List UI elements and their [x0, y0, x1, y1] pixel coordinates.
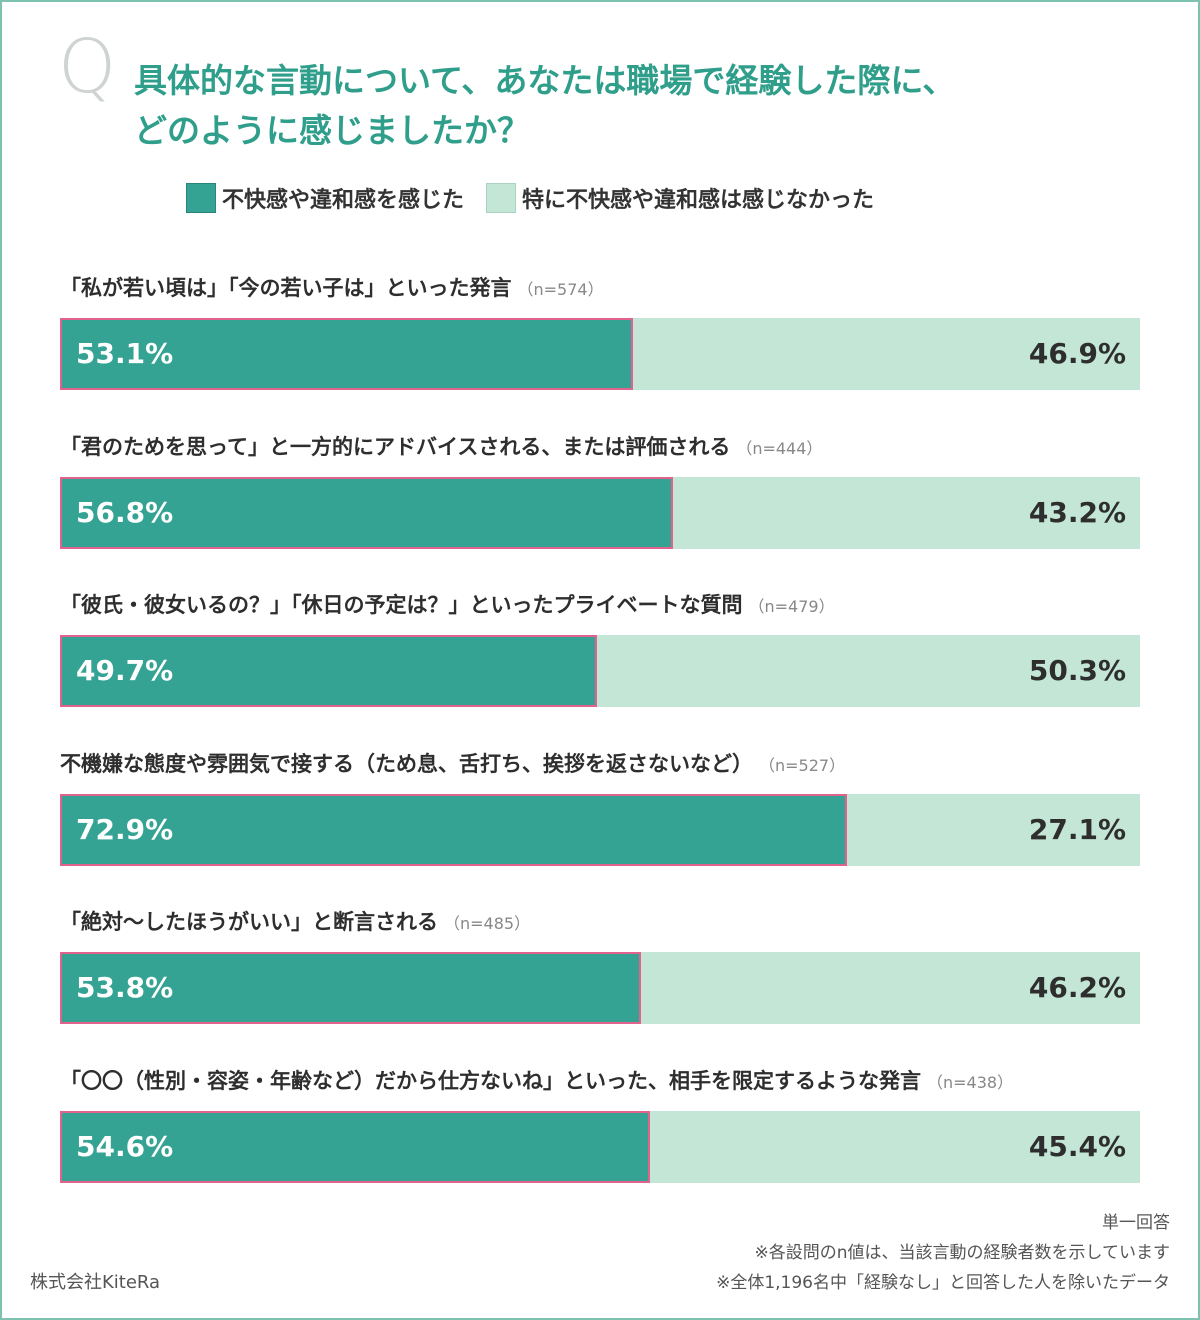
bar-segment-not-felt: 49.7% 50.3% [60, 635, 1140, 707]
value-label-not-felt: 50.3% [1028, 654, 1126, 687]
bar-segment-felt [60, 318, 634, 390]
value-label-felt: 49.7% [76, 654, 174, 687]
note-excluded: ※全体1,196名中「経験なし」と回答した人を除いたデータ [716, 1273, 1170, 1293]
bar-segment-not-felt: 72.9% 27.1% [60, 793, 1140, 866]
bar-segment-not-felt: 54.6% 45.4% [60, 1110, 1140, 1183]
row-n-value: （n=479） [748, 597, 835, 616]
value-label-not-felt: 46.2% [1028, 971, 1126, 1004]
row-label: 「〇〇（性別・容姿・年齢など）だから仕方ないね」といった、相手を限定するような発… [60, 1061, 1140, 1095]
row-n-value: （n=485） [444, 914, 531, 933]
row-label: 「絶対〜したほうがいい」と断言される （n=485） [60, 902, 1140, 936]
bar-row: 「君のためを思って」と一方的にアドバイスされる、または評価される （n=444） 5… [60, 427, 1140, 549]
row-label-text: 不機嫌な態度や雰囲気で接する（ため息、舌打ち、挨拶を返さないなど） [60, 751, 753, 776]
bar-segment-felt [60, 476, 674, 549]
legend-label-felt: 不快感や違和感を感じた [222, 188, 465, 213]
value-label-not-felt: 46.9% [1028, 337, 1126, 370]
value-label-felt: 53.8% [76, 971, 174, 1004]
row-n-value: （n=574） [517, 280, 604, 299]
bar-segment-felt [60, 1110, 650, 1183]
row-label: 「君のためを思って」と一方的にアドバイスされる、または評価される （n=444） [60, 427, 1140, 461]
bar-row: 不機嫌な態度や雰囲気で接する（ため息、舌打ち、挨拶を返さないなど） （n=527）… [60, 744, 1140, 866]
row-label-text: 「君のためを思って」と一方的にアドバイスされる、または評価される [60, 434, 731, 459]
question-mark-icon: Q [58, 24, 117, 110]
value-label-felt: 53.1% [76, 337, 174, 370]
bar-row: 「絶対〜したほうがいい」と断言される （n=485） 53.8% 46.2% [60, 902, 1140, 1024]
company-name: 株式会社KiteRa [30, 1272, 161, 1293]
row-n-value: （n=527） [759, 755, 846, 775]
bar-segment-not-felt: 56.8% 43.2% [60, 476, 1140, 549]
bar-segment-not-felt: 53.1% 46.9% [60, 318, 1140, 390]
bar-row: 「私が若い頃は」「今の若い子は」といった発言 （n=574） 53.1% 46.9% [60, 268, 1140, 390]
bar-segment-not-felt: 53.8% 46.2% [60, 952, 1140, 1024]
value-label-not-felt: 27.1% [1028, 812, 1126, 846]
row-label: 「私が若い頃は」「今の若い子は」といった発言 （n=574） [60, 268, 1140, 302]
row-label-text: 「絶対〜したほうがいい」と断言される [60, 910, 438, 934]
value-label-felt: 56.8% [76, 495, 174, 529]
row-label: 「彼氏・彼女いるの？」「休日の予定は？」といったプライベートな質問 （n=479） [60, 585, 1140, 619]
row-n-value: （n=444） [736, 438, 823, 458]
bar-row: 「彼氏・彼女いるの？」「休日の予定は？」といったプライベートな質問 （n=479）… [60, 585, 1140, 707]
note-single-answer: 単一回答 [1102, 1213, 1170, 1233]
legend: 不快感や違和感を感じた 特に不快感や違和感は感じなかった [186, 178, 896, 218]
row-label-text: 「彼氏・彼女いるの？」「休日の予定は？」といったプライベートな質問 [60, 593, 743, 617]
legend-item-not-felt: 特に不快感や違和感は感じなかった [486, 182, 874, 214]
legend-item-felt: 不快感や違和感を感じた [186, 182, 464, 214]
value-label-felt: 54.6% [76, 1129, 174, 1163]
question-title: 具体的な言動について、あなたは職場で経験した際に、 どのように感じましたか？ [134, 61, 956, 150]
row-n-value: （n=438） [927, 1072, 1014, 1092]
legend-swatch-not-felt [486, 183, 517, 213]
bar-segment-felt [60, 952, 642, 1024]
value-label-not-felt: 43.2% [1028, 495, 1126, 529]
row-label-text: 「私が若い頃は」「今の若い子は」といった発言 [60, 276, 512, 300]
bar-row: 「〇〇（性別・容姿・年齢など）だから仕方ないね」といった、相手を限定するような発… [60, 1061, 1140, 1183]
value-label-not-felt: 45.4% [1028, 1129, 1126, 1163]
row-label: 不機嫌な態度や雰囲気で接する（ため息、舌打ち、挨拶を返さないなど） （n=527） [60, 744, 1140, 778]
bar-segment-felt [60, 635, 597, 707]
bar-segment-felt [60, 793, 848, 866]
legend-label-not-felt: 特に不快感や違和感は感じなかった [522, 188, 875, 213]
note-n-value: ※各設問のn値は、当該言動の経験者数を示しています [754, 1243, 1170, 1263]
value-label-felt: 72.9% [76, 812, 174, 846]
row-label-text: 「〇〇（性別・容姿・年齢など）だから仕方ないね」といった、相手を限定するような発… [60, 1068, 921, 1093]
legend-swatch-felt [186, 183, 216, 213]
